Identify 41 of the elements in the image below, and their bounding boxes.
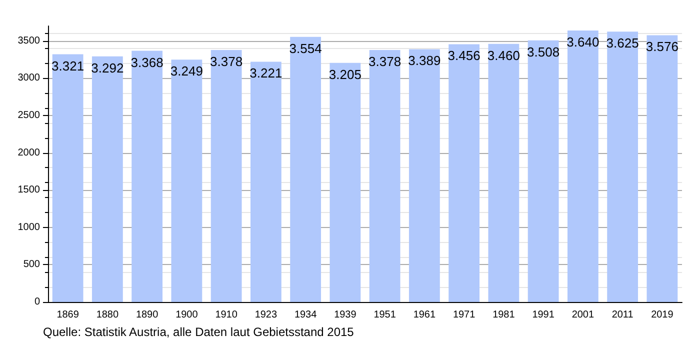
data-label: 3.640 — [566, 34, 600, 50]
data-label: 3.292 — [91, 60, 124, 76]
x-tick-label: 1951 — [374, 310, 396, 320]
y-tick-label: 3500 — [18, 35, 40, 46]
data-label: 3.321 — [52, 58, 84, 74]
data-label: 3.378 — [368, 54, 402, 70]
x-tick-label: 2011 — [612, 310, 634, 320]
data-label: 3.249 — [170, 64, 203, 79]
y-tick-label: 2500 — [18, 110, 40, 122]
y-tick-label: 0 — [34, 296, 40, 308]
x-tick-label: 1880 — [96, 310, 119, 320]
x-tick-label: 1939 — [334, 310, 357, 320]
data-label: 3.221 — [250, 66, 282, 81]
y-tick-label: 3000 — [18, 72, 40, 84]
data-label: 3.554 — [289, 40, 322, 56]
x-tick-label: 1900 — [176, 310, 198, 320]
source-note: Quelle: Statistik Austria, alle Daten laut Gebietsstand 2015 — [43, 325, 354, 339]
x-tick-label: 1890 — [136, 310, 159, 320]
x-tick-label: 2001 — [572, 310, 594, 320]
y-tick-label: 1000 — [18, 222, 40, 233]
x-tick-label: 2019 — [651, 310, 674, 320]
x-tick-label: 1910 — [215, 310, 238, 320]
x-tick-label: 1934 — [294, 310, 318, 320]
data-label: 3.368 — [130, 54, 164, 70]
data-label: 3.456 — [448, 48, 480, 64]
y-tick-label: 2000 — [18, 147, 40, 158]
data-label: 3.378 — [210, 54, 243, 70]
data-label: 3.508 — [527, 44, 560, 60]
data-label: 3.205 — [328, 66, 362, 82]
y-tick-label: 1500 — [18, 184, 40, 196]
x-tick-label: 1971 — [452, 310, 476, 320]
y-tick-label: 500 — [23, 259, 40, 270]
data-label: 3.625 — [606, 36, 639, 51]
data-label: 3.576 — [646, 39, 678, 54]
x-tick-label: 1923 — [254, 310, 278, 320]
x-tick-label: 1991 — [532, 310, 555, 320]
x-tick-label: 1981 — [492, 310, 516, 320]
x-tick-label: 1869 — [56, 310, 80, 320]
x-tick-label: 1961 — [413, 310, 436, 320]
data-label: 3.389 — [408, 53, 441, 68]
data-label: 3.460 — [487, 48, 520, 63]
